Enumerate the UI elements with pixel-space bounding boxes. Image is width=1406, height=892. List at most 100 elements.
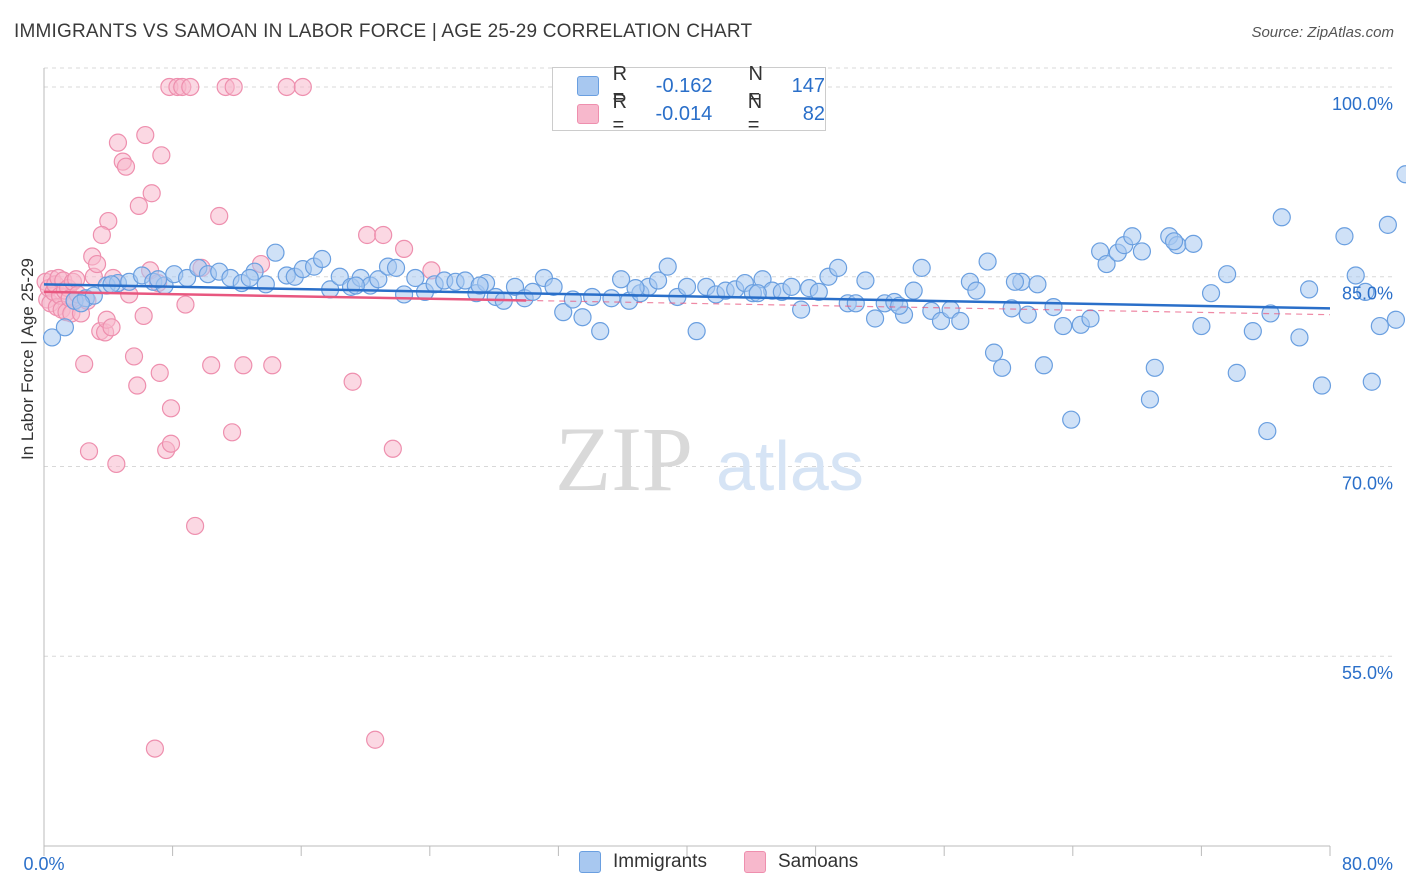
immigrants-point <box>1164 232 1184 251</box>
samoans-point <box>293 77 312 97</box>
samoans-point <box>136 125 155 145</box>
immigrants-point <box>1362 372 1381 391</box>
samoans-points <box>36 77 441 758</box>
immigrants-point <box>1378 215 1397 234</box>
samoans-point <box>87 254 107 274</box>
trend-lines <box>43 283 1331 316</box>
immigrants-point <box>677 277 697 296</box>
immigrants-point <box>1312 376 1332 395</box>
samoans-point <box>186 516 205 536</box>
immigrants-point <box>71 294 91 313</box>
immigrants-point <box>748 284 767 303</box>
immigrants-point <box>1018 305 1037 324</box>
samoans-point <box>129 196 148 215</box>
samoans-point <box>343 372 362 391</box>
immigrants-point <box>544 277 563 296</box>
immigrants-point <box>1140 390 1160 409</box>
immigrants-point <box>470 276 489 295</box>
immigrants-point <box>856 271 875 290</box>
y-tick-label: 55.0% <box>1342 663 1393 683</box>
y-tick-label: 85.0% <box>1342 284 1393 304</box>
immigrants-point <box>1218 265 1237 284</box>
immigrants-point <box>1005 272 1025 291</box>
samoans-point <box>161 399 181 418</box>
watermark-zip: ZIP <box>555 408 693 510</box>
samoans-point <box>234 356 253 375</box>
immigrants-point <box>984 343 1004 362</box>
legend-row-immigrants: R = -0.162 N = 147 <box>553 63 825 108</box>
immigrants-point <box>1184 234 1203 253</box>
immigrants-legend-label: Immigrants <box>613 851 707 872</box>
immigrants-point <box>865 309 885 328</box>
immigrants-point <box>240 268 259 288</box>
samoans-point <box>92 225 111 245</box>
legend-n-value: 82 <box>802 102 825 125</box>
immigrants-point <box>904 281 923 300</box>
immigrants-point <box>1227 363 1246 382</box>
samoans-point <box>102 318 121 337</box>
y-tick-labels: 100.0% 85.0% 70.0% 55.0% <box>1332 94 1393 683</box>
immigrants-point <box>1044 297 1063 317</box>
immigrants-point <box>1192 316 1211 336</box>
immigrants-point <box>648 271 668 290</box>
immigrants-point <box>591 322 610 341</box>
immigrants-point <box>1062 410 1081 429</box>
legend-n-value: 147 <box>791 74 825 97</box>
legend-n-label: N = <box>748 63 763 108</box>
immigrants-point <box>978 252 997 271</box>
immigrants-point <box>611 270 631 289</box>
immigrants-point <box>1396 165 1406 184</box>
immigrants-point <box>554 303 573 322</box>
immigrants-point <box>1243 322 1262 341</box>
immigrants-point <box>1028 275 1047 294</box>
samoans-point <box>152 146 171 165</box>
samoans-point <box>394 239 414 259</box>
immigrants-point <box>1145 358 1164 377</box>
samoans-point <box>202 356 221 375</box>
samoans-trend-extension <box>526 299 1331 316</box>
immigrants-point <box>256 275 275 294</box>
legend-r-label: R = <box>612 63 628 108</box>
samoans-trend-line <box>43 290 527 302</box>
immigrants-point <box>573 308 592 327</box>
immigrants-point <box>1335 227 1354 246</box>
immigrants-point <box>846 294 865 313</box>
samoans-point <box>263 356 282 375</box>
immigrants-point <box>992 358 1012 377</box>
immigrants-point <box>951 311 970 331</box>
immigrants-point <box>1272 208 1291 227</box>
samoans-point <box>116 157 136 176</box>
immigrants-point <box>1132 242 1152 261</box>
legend-r-value: -0.014 <box>655 102 713 125</box>
stats-legend: R = -0.162 N = 147 R = -0.014 N = 82 <box>552 63 826 136</box>
samoans-point <box>150 363 169 382</box>
samoans-point <box>145 739 165 758</box>
immigrants-point <box>1054 316 1073 336</box>
samoans-point <box>142 184 161 203</box>
immigrants-point <box>369 270 388 289</box>
immigrants-point <box>1300 280 1319 299</box>
immigrants-point <box>330 267 349 286</box>
samoans-point <box>383 439 402 458</box>
immigrants-point <box>1258 421 1277 441</box>
immigrants-swatch <box>577 76 599 96</box>
samoans-point <box>374 225 393 245</box>
immigrants-point <box>386 258 406 277</box>
samoans-point <box>366 730 385 749</box>
immigrants-point <box>792 300 811 319</box>
immigrants-point <box>658 257 677 276</box>
axes <box>43 68 1331 856</box>
immigrants-point <box>1386 310 1406 329</box>
immigrants-point <box>1123 227 1142 246</box>
immigrants-point <box>967 281 986 300</box>
immigrants-point <box>809 282 828 302</box>
samoans-point <box>161 434 181 453</box>
immigrants-legend-swatch <box>579 851 601 873</box>
source-label: Source: ZipAtlas.com <box>1251 24 1394 41</box>
immigrants-point <box>1290 328 1309 347</box>
y-axis-label: In Labor Force | Age 25-29 <box>18 258 37 460</box>
immigrants-point <box>346 276 365 295</box>
samoans-point <box>176 295 195 314</box>
samoans-point <box>222 423 242 442</box>
